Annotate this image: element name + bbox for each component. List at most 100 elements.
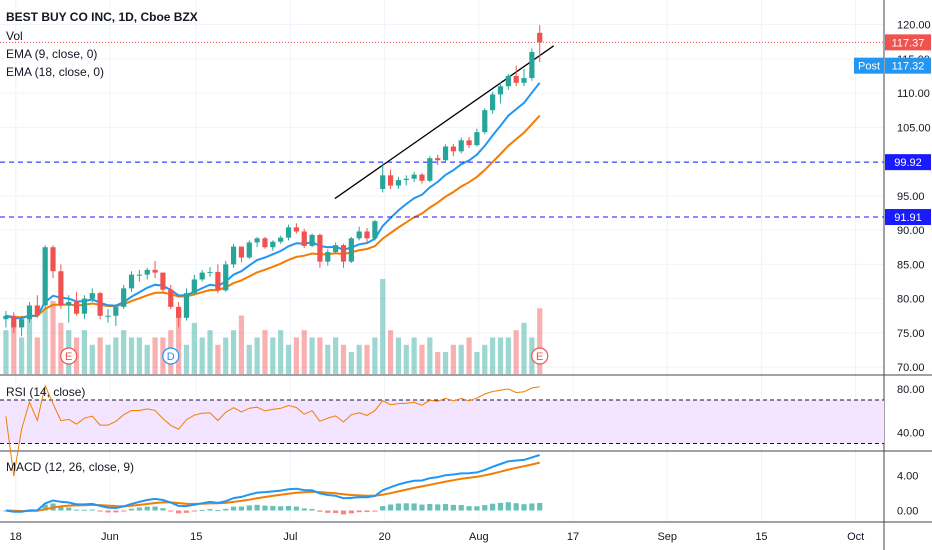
candle-body	[529, 51, 535, 78]
time-tick-label: 18	[10, 531, 22, 543]
candle-body	[26, 305, 33, 320]
volume-bar	[81, 330, 88, 374]
volume-bar	[372, 337, 378, 374]
volume-bar	[309, 337, 315, 374]
legend-vol[interactable]: Vol	[6, 29, 23, 43]
volume-bar	[380, 279, 386, 374]
macd-histogram-bar	[513, 503, 519, 511]
volume-bar	[278, 330, 284, 374]
macd-histogram-bar	[262, 505, 268, 511]
candle-body	[474, 132, 480, 146]
time-tick-label: 20	[379, 531, 391, 543]
price-tick-label: 75.00	[897, 328, 925, 340]
post-price-badge: 117.32	[892, 61, 925, 73]
time-tick-label: 15	[755, 531, 767, 543]
volume-bar	[521, 322, 527, 374]
macd-histogram-bar	[128, 508, 135, 511]
macd-histogram-bar	[270, 506, 276, 511]
candle-body	[230, 246, 237, 265]
ema18-line	[5, 114, 541, 319]
volume-bar	[97, 337, 103, 374]
macd-histogram-bar	[191, 510, 197, 512]
volume-bar	[466, 337, 472, 374]
candle-body	[380, 175, 386, 189]
macd-histogram-bar	[442, 504, 449, 511]
macd-histogram-bar	[372, 510, 378, 512]
level-low-badge: 91.91	[894, 212, 922, 224]
macd-histogram-bar	[230, 506, 237, 511]
candle-body	[254, 238, 260, 243]
volume-bar	[50, 300, 56, 374]
price-tick-label: 120.00	[897, 20, 931, 32]
candle-body	[50, 247, 56, 272]
macd-histogram-bar	[411, 503, 417, 511]
volume-bar	[435, 352, 441, 374]
earnings-marker: E	[536, 351, 543, 363]
macd-histogram-bar	[152, 506, 158, 511]
macd-histogram-bar	[66, 507, 72, 511]
volume-bar	[89, 344, 95, 374]
candle-body	[356, 231, 362, 239]
candle-body	[89, 293, 95, 299]
price-tick-label: 70.00	[897, 362, 925, 374]
candle-body	[183, 293, 190, 318]
macd-label[interactable]: MACD (12, 26, close, 9)	[6, 460, 135, 474]
macd-line	[5, 454, 540, 513]
macd-histogram-bar	[223, 508, 229, 511]
macd-histogram-bar	[435, 504, 441, 511]
volume-bar	[490, 337, 496, 374]
candle-body	[458, 140, 464, 152]
volume-bar	[317, 337, 323, 374]
volume-bar	[537, 308, 543, 374]
volume-bar	[223, 337, 229, 374]
macd-histogram-bar	[458, 505, 464, 511]
volume-bar	[176, 308, 182, 374]
last-price-badge: 117.37	[892, 37, 925, 49]
rsi-label[interactable]: RSI (14, close)	[6, 385, 86, 399]
volume-bar	[136, 337, 142, 374]
candle-body	[58, 271, 64, 306]
legend-ema18[interactable]: EMA (18, close, 0)	[6, 65, 105, 79]
earnings-marker-circle	[531, 347, 549, 365]
candle-body	[348, 238, 354, 262]
legend-ema9[interactable]: EMA (9, close, 0)	[6, 47, 98, 61]
volume-bar	[333, 337, 339, 374]
price-tick-label: 105.00	[897, 122, 931, 134]
volume-bar	[348, 352, 354, 374]
volume-bar	[105, 344, 111, 374]
rsi-tick-label: 80.00	[897, 384, 925, 396]
volume-bar	[403, 344, 409, 374]
volume-bar	[144, 344, 150, 374]
volume-bar	[458, 344, 464, 374]
volume-bar	[442, 352, 449, 374]
candle-body	[442, 146, 449, 161]
post-price-bg	[885, 57, 931, 74]
macd-histogram-bar	[278, 506, 284, 511]
candle-body	[105, 315, 111, 317]
macd-histogram-bar	[380, 506, 386, 511]
volume-bar	[497, 337, 504, 374]
macd-histogram-bar	[301, 508, 307, 511]
candle-body	[66, 302, 72, 306]
macd-histogram-bar	[113, 510, 119, 513]
price-tick-label: 85.00	[897, 259, 925, 271]
candle-body	[34, 305, 40, 316]
volume-bar	[152, 337, 158, 374]
candle-body	[395, 180, 402, 186]
volume-bar	[113, 337, 119, 374]
candle-body	[521, 78, 527, 83]
macd-histogram-bar	[183, 510, 190, 513]
candle-body	[537, 32, 543, 43]
macd-histogram-bar	[537, 502, 543, 511]
price-tick-label: 95.00	[897, 191, 925, 203]
rsi-line	[5, 384, 540, 477]
time-tick-label: Jul	[283, 531, 297, 543]
candle-body	[411, 174, 417, 179]
candle-body	[317, 234, 323, 262]
volume-bar	[301, 330, 307, 374]
last-price-badge-bg	[885, 34, 931, 51]
macd-histogram-bar	[136, 507, 142, 511]
candle-body	[223, 264, 229, 291]
